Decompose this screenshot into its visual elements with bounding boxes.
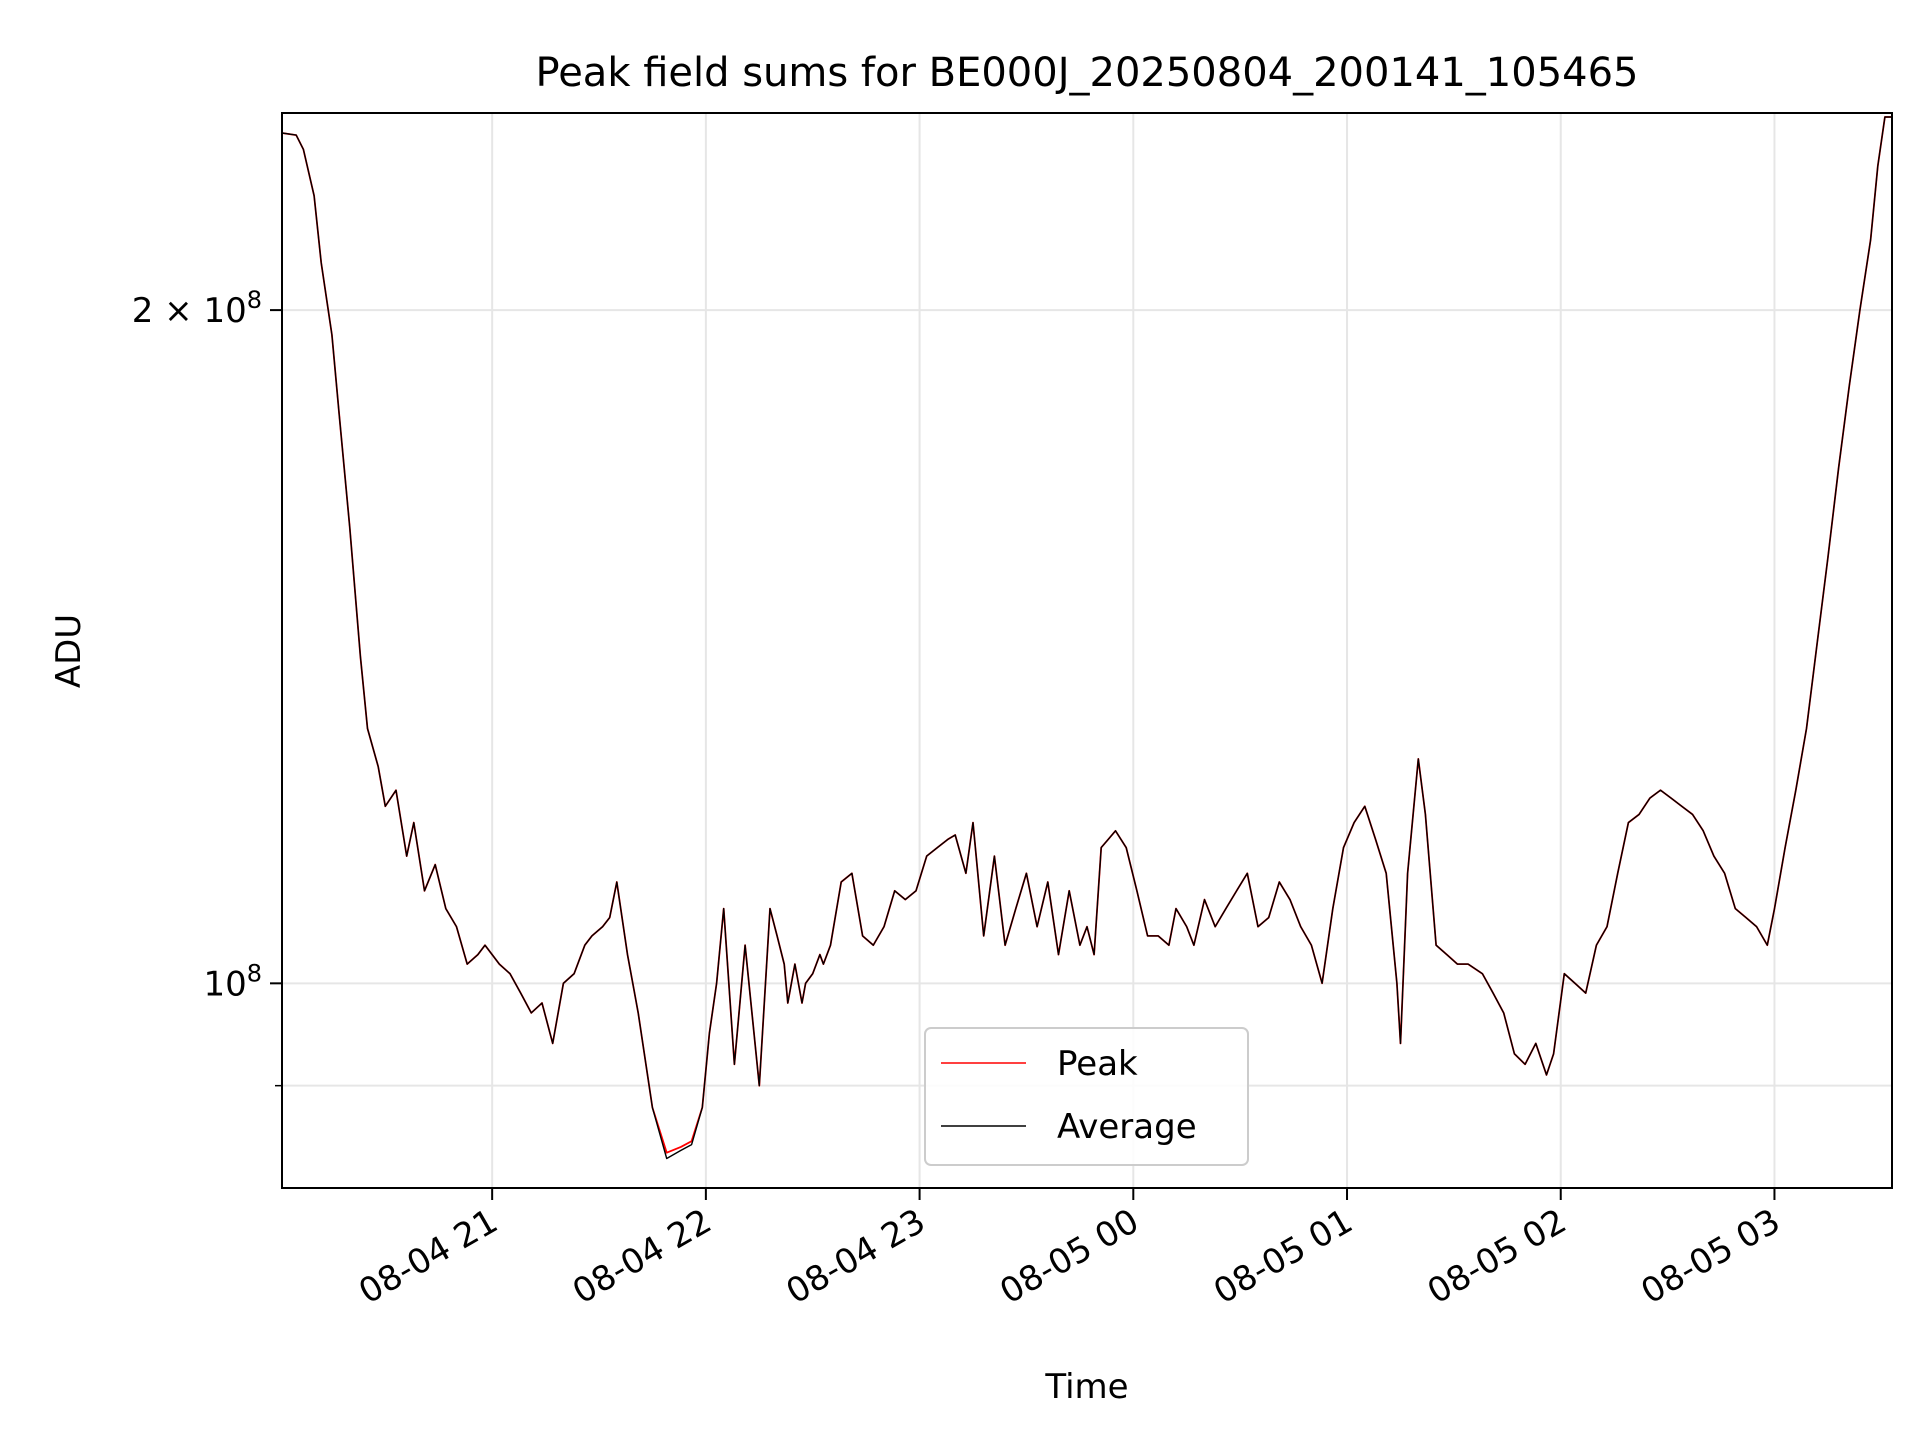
series-layer [281,116,1892,1160]
x-axis-label: Time [1044,1367,1128,1407]
y-tick-label: 108 [203,959,262,1004]
y-axis-ticks: 108 2 × 108 [132,286,282,1087]
legend-label-peak: Peak [1057,1044,1138,1084]
series-line-average [281,116,1892,1160]
chart-title: Peak field sums for BE000J_20250804_2001… [536,50,1639,96]
y-tick-label: 2 × 108 [132,286,262,331]
legend: Peak Average [924,1027,1249,1166]
grid-lines [282,113,1892,1188]
plot-frame [281,112,1893,1189]
legend-label-average: Average [1057,1107,1197,1147]
y-axis-label: ADU [49,614,89,688]
